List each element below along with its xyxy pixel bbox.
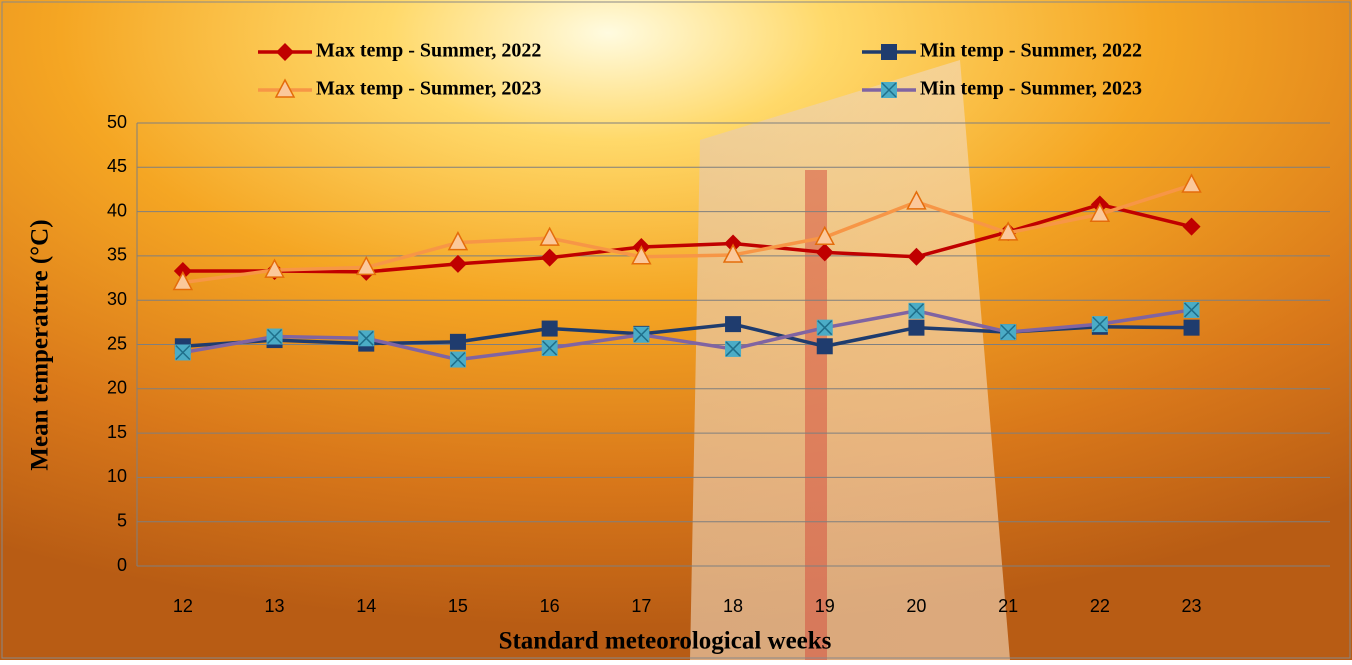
marker xyxy=(539,226,560,246)
legend-marker xyxy=(274,78,296,98)
marker xyxy=(541,340,558,357)
marker xyxy=(1091,316,1108,333)
y-tick-label: 40 xyxy=(107,200,127,220)
marker xyxy=(1000,324,1017,341)
marker xyxy=(541,320,558,337)
thermometer-tube xyxy=(805,170,827,660)
series-line xyxy=(182,202,1192,274)
marker xyxy=(906,190,927,210)
marker xyxy=(722,243,744,263)
marker xyxy=(631,245,652,265)
legend-label: Min temp - Summer, 2022 xyxy=(920,40,1142,62)
marker xyxy=(633,326,650,343)
x-tick-label: 21 xyxy=(998,596,1018,616)
marker xyxy=(358,330,375,347)
marker xyxy=(266,328,283,345)
thermometer-decoration xyxy=(690,60,1010,660)
marker xyxy=(1183,319,1200,336)
legend-marker xyxy=(881,82,897,98)
marker xyxy=(1182,217,1201,236)
x-tick-label: 12 xyxy=(173,596,193,616)
y-tick-label: 25 xyxy=(107,333,127,353)
y-tick-label: 35 xyxy=(107,245,127,265)
marker xyxy=(816,319,833,336)
series-line xyxy=(182,308,1192,362)
marker xyxy=(172,270,194,291)
y-tick-label: 5 xyxy=(117,510,127,530)
legend-marker xyxy=(881,44,897,60)
x-tick-label: 15 xyxy=(448,596,468,616)
marker xyxy=(540,248,559,267)
x-tick-label: 13 xyxy=(265,596,285,616)
marker xyxy=(907,247,926,266)
marker xyxy=(449,351,466,368)
marker xyxy=(815,243,834,262)
y-tick-label: 45 xyxy=(107,156,127,176)
marker xyxy=(997,221,1019,241)
x-tick-label: 16 xyxy=(540,596,560,616)
marker xyxy=(174,344,191,361)
marker xyxy=(1183,301,1200,318)
marker xyxy=(449,333,466,350)
x-tick-label: 14 xyxy=(356,596,376,616)
y-axis-title: Mean temperature (°C) xyxy=(27,219,54,470)
marker xyxy=(908,302,925,319)
x-tick-label: 18 xyxy=(723,596,743,616)
marker xyxy=(1089,202,1111,223)
y-tick-label: 50 xyxy=(107,112,127,132)
marker xyxy=(448,254,467,273)
x-tick-label: 20 xyxy=(906,596,926,616)
marker xyxy=(908,319,925,336)
x-tick-label: 17 xyxy=(631,596,651,616)
marker xyxy=(725,316,742,333)
marker xyxy=(356,255,377,276)
y-tick-label: 15 xyxy=(107,422,127,442)
y-tick-label: 0 xyxy=(117,555,127,575)
x-tick-label: 23 xyxy=(1182,596,1202,616)
y-tick-label: 10 xyxy=(107,466,127,486)
legend-label: Max temp - Summer, 2023 xyxy=(316,78,541,100)
x-axis-title: Standard meteorological weeks xyxy=(499,628,832,655)
marker xyxy=(1181,173,1202,193)
x-tick-label: 22 xyxy=(1090,596,1110,616)
marker xyxy=(725,340,742,357)
legend-label: Min temp - Summer, 2023 xyxy=(920,78,1142,100)
marker xyxy=(264,258,285,278)
series-line xyxy=(182,183,1193,285)
marker xyxy=(814,225,835,246)
legend-label: Max temp - Summer, 2022 xyxy=(316,40,541,62)
marker xyxy=(816,338,833,355)
marker xyxy=(447,231,469,251)
y-tick-label: 30 xyxy=(107,289,127,309)
x-tick-label: 19 xyxy=(815,596,835,616)
legend-marker xyxy=(276,43,294,61)
y-tick-label: 20 xyxy=(107,378,127,398)
